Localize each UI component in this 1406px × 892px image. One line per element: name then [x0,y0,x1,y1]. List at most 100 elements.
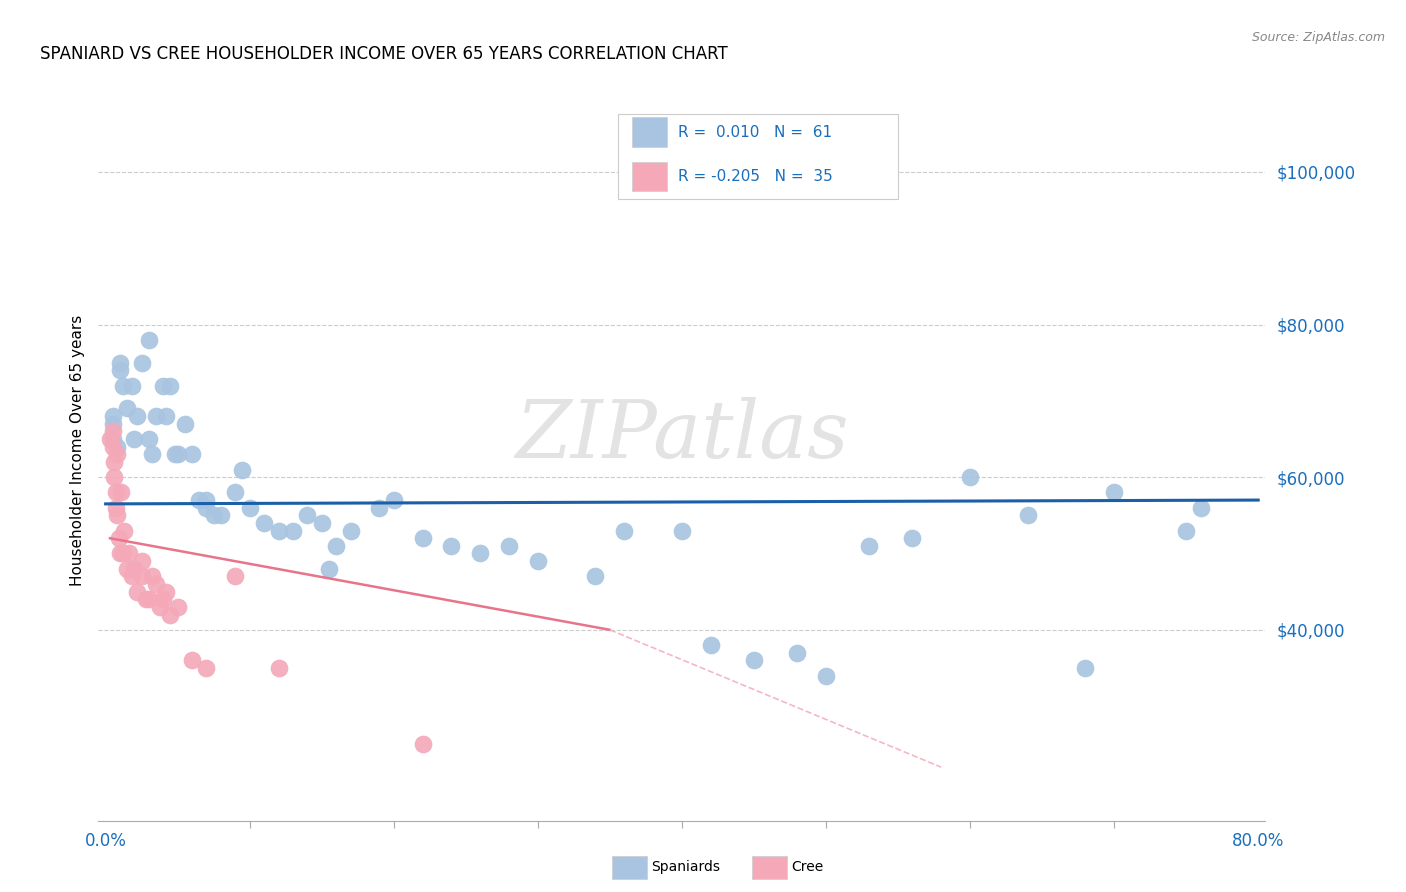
Point [470,547,492,561]
Point [959,470,981,484]
Point [181,653,204,667]
Text: SPANIARD VS CREE HOUSEHOLDER INCOME OVER 65 YEARS CORRELATION CHART: SPANIARD VS CREE HOUSEHOLDER INCOME OVER… [41,45,728,63]
Point [173,417,195,431]
Point [118,547,141,561]
Point [671,524,693,538]
Point [1175,524,1198,538]
Point [152,592,174,607]
Point [101,425,124,439]
Point [141,569,163,583]
Point [231,462,253,476]
Point [103,455,125,469]
Point [209,508,232,523]
Point [115,401,138,416]
Text: Source: ZipAtlas.com: Source: ZipAtlas.com [1251,31,1385,45]
Point [195,493,218,508]
Point [104,485,127,500]
Point [103,470,125,484]
Point [101,417,124,431]
Point [155,409,177,423]
Text: R =  0.010   N =  61: R = 0.010 N = 61 [679,125,832,140]
Point [742,653,765,667]
Point [786,646,808,660]
Point [195,661,218,675]
Point [267,524,290,538]
Point [145,577,167,591]
Bar [631,118,666,147]
Point [105,440,128,454]
Point [138,432,160,446]
Point [202,508,225,523]
Point [412,531,434,545]
Point [104,500,127,515]
Point [138,592,160,607]
Point [1017,508,1039,523]
Point [325,539,347,553]
Point [124,432,146,446]
Point [195,500,218,515]
Point [124,562,146,576]
Text: ZIPatlas: ZIPatlas [515,397,849,475]
Y-axis label: Householder Income Over 65 years: Householder Income Over 65 years [69,315,84,586]
Point [135,592,157,607]
Point [127,409,149,423]
Point [163,447,186,461]
Point [267,661,290,675]
Point [101,432,124,446]
Point [159,607,181,622]
Point [110,485,132,500]
Point [585,569,607,583]
Text: Spaniards: Spaniards [651,860,720,874]
Point [98,432,121,446]
Point [111,547,134,561]
Point [498,539,520,553]
Point [814,668,837,682]
Point [131,569,153,583]
Point [281,524,304,538]
Point [108,356,131,370]
Point [166,599,188,614]
Point [155,584,177,599]
Point [1074,661,1097,675]
Point [131,554,153,568]
Point [613,524,636,538]
Point [440,539,463,553]
Point [121,378,143,392]
Point [138,333,160,347]
Point [152,378,174,392]
Point [131,356,153,370]
Point [901,531,924,545]
Text: Cree: Cree [792,860,824,874]
Point [1102,485,1125,500]
FancyBboxPatch shape [617,113,898,199]
Point [224,569,246,583]
Point [382,493,405,508]
Point [107,531,129,545]
Point [145,409,167,423]
Point [297,508,319,523]
Point [159,378,181,392]
Point [368,500,391,515]
Point [105,508,128,523]
Point [166,447,188,461]
Point [115,562,138,576]
Point [1189,500,1212,515]
Text: R = -0.205   N =  35: R = -0.205 N = 35 [679,169,834,184]
Point [858,539,880,553]
Point [239,500,262,515]
Bar [631,161,666,191]
Point [224,485,246,500]
Point [699,638,721,652]
Point [311,516,333,530]
Point [108,547,131,561]
Point [121,569,143,583]
Point [111,378,134,392]
Point [105,447,128,461]
Point [149,599,172,614]
Point [527,554,550,568]
Point [112,524,135,538]
Point [101,440,124,454]
Point [141,447,163,461]
Point [127,584,149,599]
Point [108,363,131,377]
